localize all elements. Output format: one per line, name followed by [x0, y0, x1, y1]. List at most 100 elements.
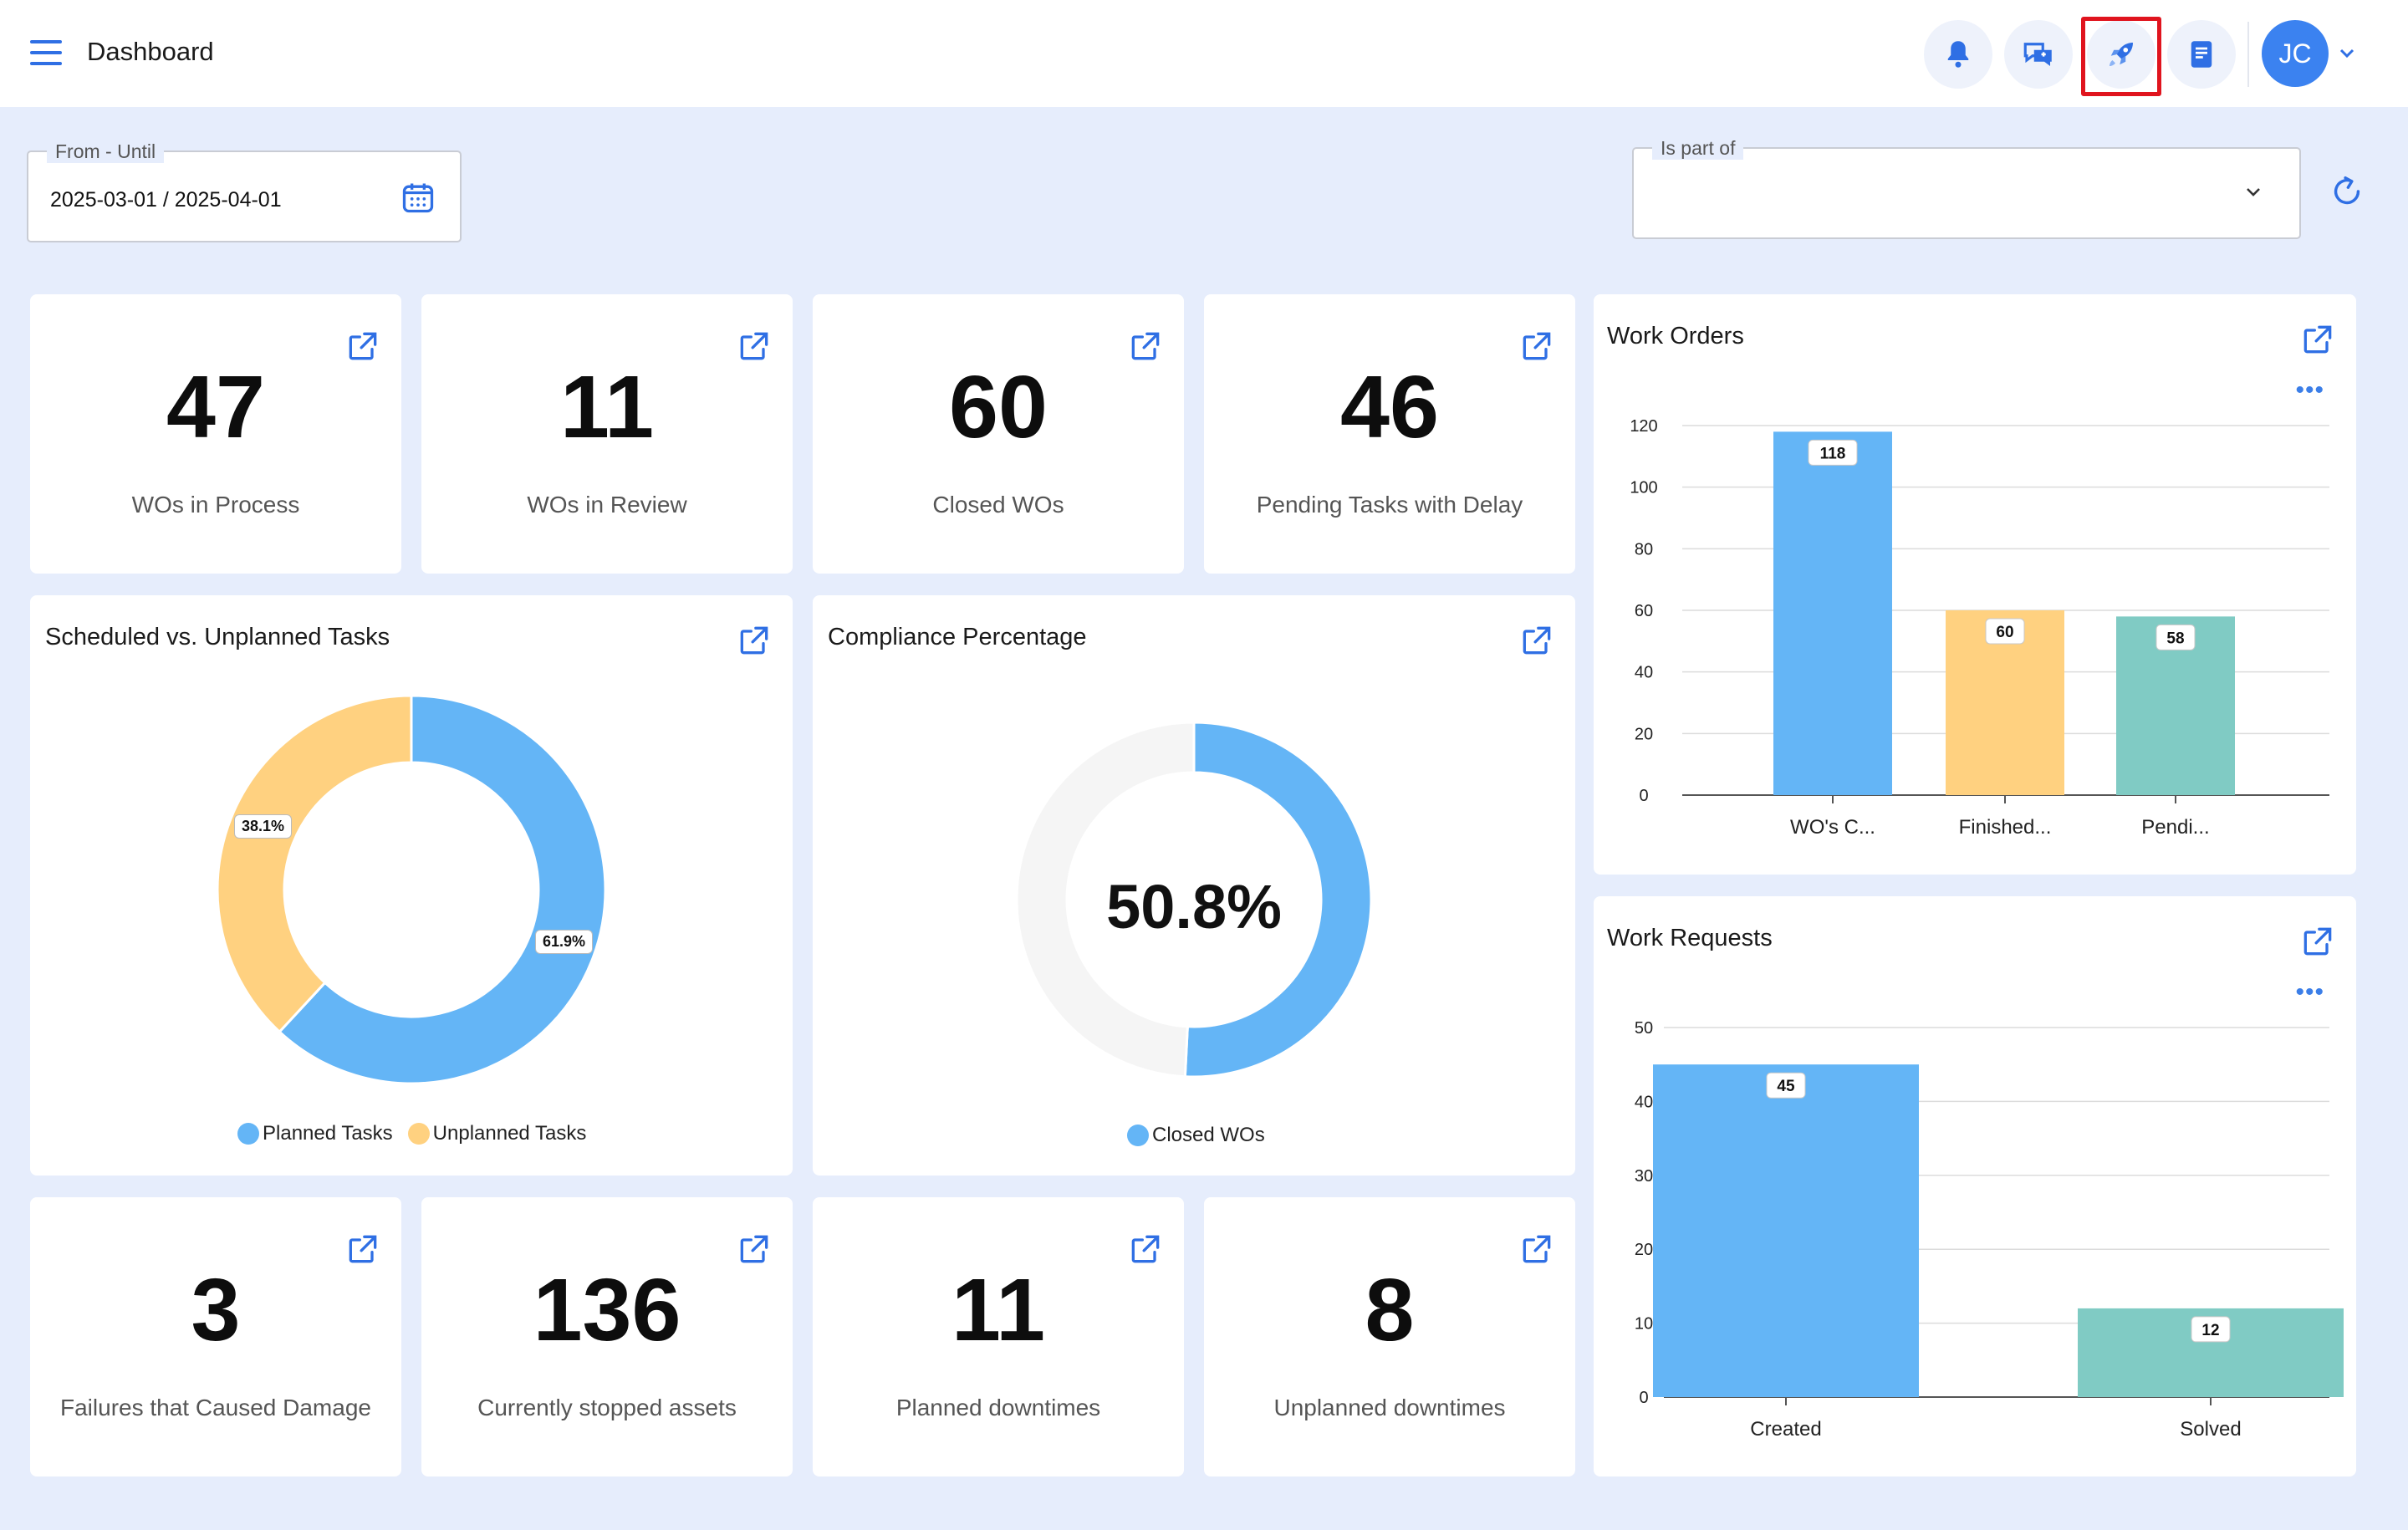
calendar-icon[interactable]	[400, 179, 436, 216]
stat-value: 46	[1340, 358, 1439, 456]
data-label: 45	[1777, 1078, 1795, 1095]
stat-card-planned-downtimes[interactable]: 11 Planned downtimes	[813, 1197, 1184, 1476]
legend-item-closed-wos[interactable]: Closed WOs	[1127, 1124, 1265, 1147]
y-tick-label: 30	[1635, 1167, 1653, 1186]
stat-value: 8	[1365, 1261, 1415, 1359]
highlight-box	[2081, 17, 2161, 96]
slice-label-planned: 61.9%	[535, 930, 594, 954]
open-external-icon[interactable]	[344, 328, 381, 365]
slice-label-unplanned: 38.1%	[234, 814, 293, 839]
chart-legend: Planned Tasks Unplanned Tasks	[237, 1122, 601, 1145]
y-tick-label: 50	[1635, 1019, 1653, 1038]
stat-value: 3	[191, 1261, 241, 1359]
open-external-icon[interactable]	[1127, 328, 1164, 365]
stat-label: Closed WOs	[932, 492, 1064, 518]
donut-chart	[216, 694, 607, 1085]
compliance-value: 50.8%	[1106, 872, 1282, 941]
notes-button[interactable]	[2167, 20, 2236, 89]
notes-icon	[2191, 41, 2212, 68]
header-divider	[2247, 22, 2249, 87]
donut-slice[interactable]	[278, 694, 607, 1085]
menu-icon[interactable]	[30, 40, 62, 67]
stat-label: Unplanned downtimes	[1273, 1395, 1506, 1420]
scheduled-vs-unplanned-card: Scheduled vs. Unplanned Tasks 61.9% 38.1…	[30, 595, 793, 1176]
card-title: Work Requests	[1607, 925, 1773, 951]
open-external-icon[interactable]	[2299, 923, 2336, 960]
stat-label: WOs in Process	[131, 492, 300, 518]
y-tick-label: 100	[1630, 479, 1657, 497]
stat-card-wos-in-review[interactable]: 11 WOs in Review	[421, 294, 793, 574]
chat-icon	[2023, 43, 2052, 66]
date-range-label: From - Until	[47, 140, 165, 163]
open-external-icon[interactable]	[2299, 321, 2336, 358]
notifications-button[interactable]	[1924, 20, 1992, 89]
bar[interactable]	[1773, 431, 1892, 795]
chevron-down-icon[interactable]	[2338, 45, 2356, 60]
stat-card-closed-wos[interactable]: 60 Closed WOs	[813, 294, 1184, 574]
y-tick-label: 0	[1639, 787, 1648, 805]
stat-label: Pending Tasks with Delay	[1256, 492, 1523, 518]
compliance-card: Compliance Percentage 50.8% Closed WOs	[813, 595, 1575, 1176]
category-label: WO's C...	[1790, 816, 1875, 839]
bell-icon	[1947, 41, 1969, 68]
data-label: 12	[2201, 1322, 2219, 1339]
y-tick-label: 20	[1635, 1241, 1653, 1259]
stat-card-pending-tasks[interactable]: 46 Pending Tasks with Delay	[1204, 294, 1575, 574]
open-external-icon[interactable]	[344, 1231, 381, 1267]
open-external-icon[interactable]	[736, 622, 773, 659]
y-tick-label: 20	[1635, 725, 1653, 743]
legend-text: Unplanned Tasks	[432, 1122, 587, 1145]
bar-chart: 0 10 20 30 40 50 45 Created 12 Solved	[1635, 1019, 2344, 1441]
is-part-of-select[interactable]: Is part of	[1632, 137, 2301, 239]
data-label: 118	[1820, 445, 1846, 462]
page-title: Dashboard	[87, 37, 214, 66]
stat-card-unplanned-downtimes[interactable]: 8 Unplanned downtimes	[1204, 1197, 1575, 1476]
more-options-icon[interactable]: •••	[2295, 978, 2324, 1006]
stat-value: 11	[951, 1261, 1046, 1359]
category-label: Finished...	[1959, 816, 2052, 839]
stat-card-failures[interactable]: 3 Failures that Caused Damage	[30, 1197, 401, 1476]
rocket-button[interactable]	[2087, 20, 2155, 89]
y-tick-label: 0	[1639, 1389, 1648, 1407]
legend-item-unplanned[interactable]: Unplanned Tasks	[407, 1122, 587, 1145]
data-label-box	[1766, 1072, 1806, 1099]
chat-button[interactable]	[2004, 20, 2073, 89]
stat-value: 47	[166, 358, 265, 456]
legend-dot	[1127, 1125, 1149, 1146]
top-bar: Dashboard JC	[0, 0, 2408, 107]
open-external-icon[interactable]	[1127, 1231, 1164, 1267]
open-external-icon[interactable]	[1518, 1231, 1555, 1267]
category-label: Pendi...	[2141, 816, 2209, 839]
card-title: Scheduled vs. Unplanned Tasks	[45, 624, 390, 650]
data-label-box	[1985, 618, 2025, 645]
bar[interactable]	[1653, 1064, 1919, 1397]
avatar[interactable]: JC	[2262, 20, 2329, 87]
date-range-field[interactable]: From - Until 2025-03-01 / 2025-04-01	[27, 140, 462, 242]
stat-value: 60	[949, 358, 1048, 456]
date-range-value[interactable]: 2025-03-01 / 2025-04-01	[50, 188, 282, 212]
data-label-box	[1808, 439, 1858, 466]
y-tick-label: 120	[1630, 417, 1657, 436]
stat-label: Failures that Caused Damage	[60, 1395, 371, 1420]
data-label-box	[2155, 624, 2196, 650]
chevron-down-icon[interactable]	[2244, 186, 2263, 199]
stat-value: 11	[559, 358, 655, 456]
refresh-icon[interactable]	[2328, 172, 2366, 211]
stat-card-wos-in-process[interactable]: 47 WOs in Process	[30, 294, 401, 574]
legend-item-planned[interactable]: Planned Tasks	[237, 1122, 393, 1145]
open-external-icon[interactable]	[1518, 328, 1555, 365]
card-title: Compliance Percentage	[828, 624, 1087, 650]
is-part-of-label: Is part of	[1652, 137, 1744, 160]
open-external-icon[interactable]	[736, 1231, 773, 1267]
legend-dot	[407, 1123, 430, 1145]
stat-label: Currently stopped assets	[477, 1395, 737, 1420]
stat-card-stopped-assets[interactable]: 136 Currently stopped assets	[421, 1197, 793, 1476]
work-requests-card: Work Requests ••• 0 10 20 30 40 50 45 Created 12…	[1594, 896, 2356, 1476]
open-external-icon[interactable]	[736, 328, 773, 365]
data-label-box	[2191, 1316, 2231, 1343]
more-options-icon[interactable]: •••	[2295, 376, 2324, 404]
open-external-icon[interactable]	[1518, 622, 1555, 659]
donut-slice[interactable]	[1183, 721, 1373, 1079]
donut-slice[interactable]	[1015, 721, 1196, 1079]
donut-slice[interactable]	[216, 694, 413, 1034]
